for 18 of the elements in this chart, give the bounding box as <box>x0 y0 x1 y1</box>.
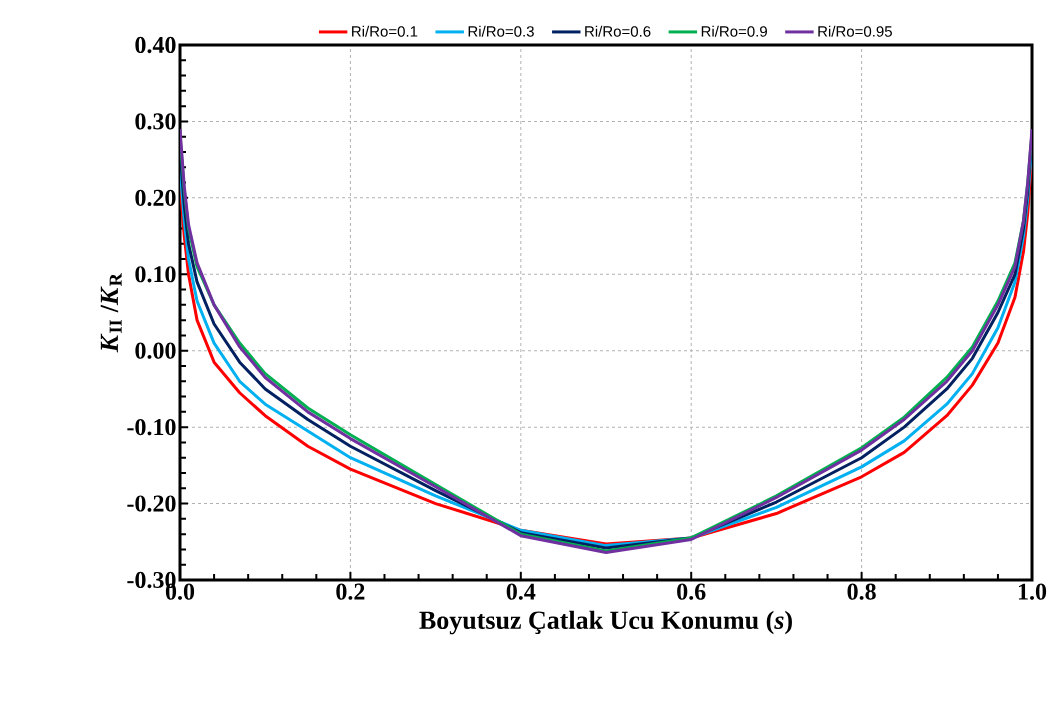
legend-label: Ri/Ro=0.1 <box>352 25 418 37</box>
legend-label: Ri/Ro=0.9 <box>701 25 767 37</box>
y-tick-label: 0.30 <box>135 113 176 130</box>
x-tick-label: 0.2 <box>336 583 365 600</box>
x-tick-label: 0.4 <box>506 583 536 600</box>
x-tick-label: 0.6 <box>677 583 706 600</box>
y-tick-label: 0.20 <box>135 189 176 207</box>
y-tick-label: -0.10 <box>127 418 176 436</box>
x-tick-label: 0.8 <box>847 583 876 600</box>
y-tick-label: -0.20 <box>127 495 176 512</box>
y-tick-label: 0.10 <box>135 266 176 283</box>
x-tick-label: 1.0 <box>1018 583 1047 600</box>
legend-label: Ri/Ro=0.95 <box>818 25 892 37</box>
x-axis-title: Boyutsuz Çatlak Ucu Konumu (s) <box>419 610 792 635</box>
y-tick-label: 0.40 <box>135 36 176 54</box>
legend-label: Ri/Ro=0.3 <box>468 25 534 37</box>
legend-label: Ri/Ro=0.6 <box>585 25 651 37</box>
y-tick-label: 0.00 <box>135 342 176 359</box>
